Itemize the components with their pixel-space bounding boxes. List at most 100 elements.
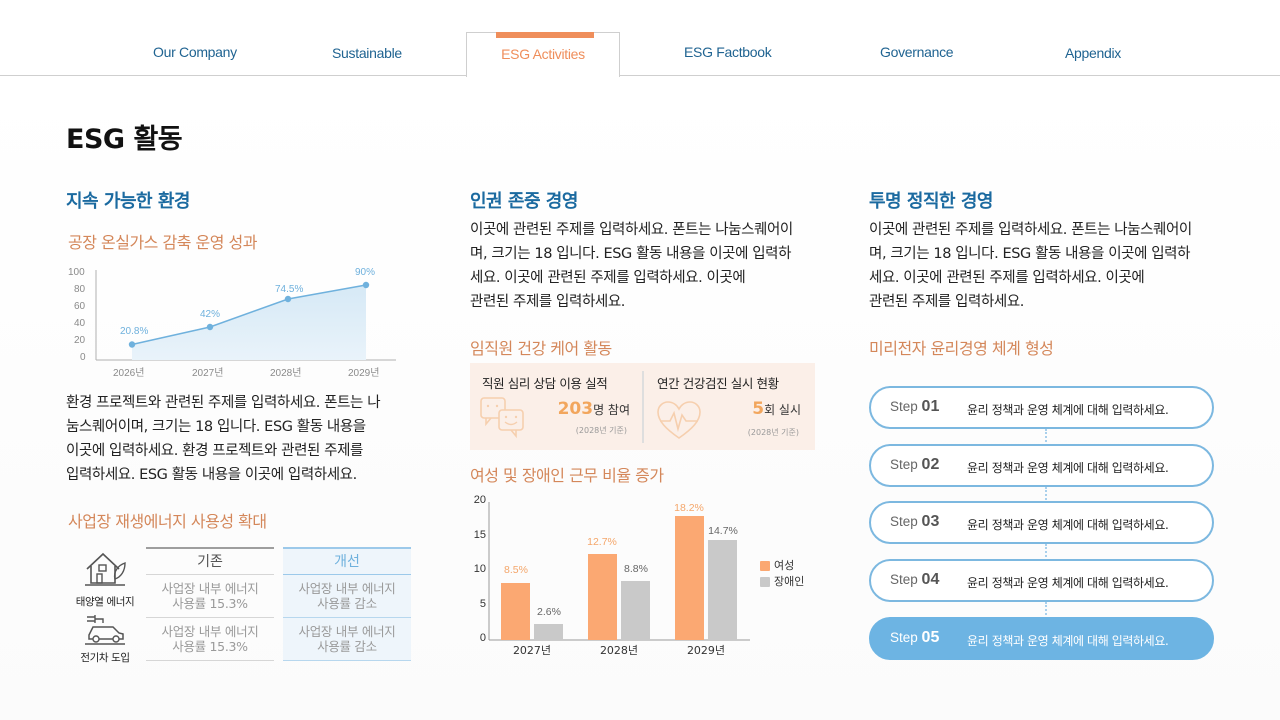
cell-line: 사용률 15.3% [172, 596, 248, 611]
tab-governance[interactable]: Governance [880, 44, 954, 60]
step-number: 05 [921, 629, 940, 646]
y-tick: 15 [473, 529, 486, 541]
legend-label: 여성 [774, 559, 795, 572]
data-label: 8.8% [624, 563, 648, 575]
improved-column: 개선 사업장 내부 에너지 사용률 감소 사업장 내부 에너지 사용률 감소 [283, 547, 411, 661]
y-tick: 5 [479, 598, 486, 610]
heart-pulse-icon [657, 401, 701, 439]
bar-disabled-2027 [534, 624, 563, 640]
table-cell: 사업장 내부 에너지 사용률 15.3% [146, 575, 274, 618]
step-connector [1045, 487, 1047, 500]
x-tick: 2028년 [599, 644, 639, 657]
active-tab-indicator [496, 32, 594, 38]
step-01[interactable]: Step 01 윤리 정책과 운영 체계에 대해 입력하세요. [869, 386, 1214, 429]
improved-header: 개선 [283, 547, 411, 575]
counseling-note: (2028년 기준) [575, 426, 627, 435]
counseling-title: 직원 심리 상담 이용 실적 [482, 376, 608, 391]
step-connector [1045, 429, 1047, 442]
cell-line: 사업장 내부 에너지 [298, 624, 396, 639]
ev-adoption-label: 전기차 도입 [80, 652, 130, 664]
step-text: 윤리 정책과 운영 체계에 대해 입력하세요. [967, 634, 1169, 648]
subtitle-women-disabled: 여성 및 장애인 근무 비율 증가 [470, 466, 664, 485]
section-title-human-rights: 인권 존중 경영 [470, 191, 578, 212]
solar-energy-label: 태양열 에너지 [75, 596, 135, 608]
step-04[interactable]: Step 04 윤리 정책과 운영 체계에 대해 입력하세요. [869, 559, 1214, 602]
body-line: 입력하세요. ESG 활동 내용을 이곳에 입력하세요. [66, 467, 357, 483]
x-tick: 2026년 [113, 368, 145, 379]
human-rights-body-text: 이곳에 관련된 주제를 입력하세요. 폰트는 나눔스퀘어이 며, 크기는 18 … [470, 218, 820, 314]
section-title-transparency: 투명 정직한 경영 [869, 191, 993, 212]
y-tick: 60 [74, 301, 86, 312]
step-label: Step 05 [890, 629, 939, 647]
step-03[interactable]: Step 03 윤리 정책과 운영 체계에 대해 입력하세요. [869, 501, 1214, 544]
legend-swatch [760, 561, 770, 571]
step-02[interactable]: Step 02 윤리 정책과 운영 체계에 대해 입력하세요. [869, 444, 1214, 487]
step-text: 윤리 정책과 운영 체계에 대해 입력하세요. [967, 461, 1169, 475]
tab-esg-factbook[interactable]: ESG Factbook [684, 44, 772, 60]
cell-line: 사용률 감소 [317, 639, 377, 654]
tab-esg-activities[interactable]: ESG Activities [466, 32, 620, 77]
house-leaf-icon [85, 552, 126, 586]
line-chart-svg [95, 270, 396, 361]
y-tick: 0 [479, 632, 486, 644]
legend-label: 장애인 [774, 575, 805, 588]
step-05[interactable]: Step 05 윤리 정책과 운영 체계에 대해 입력하세요. [869, 617, 1214, 660]
tab-sustainable[interactable]: Sustainable [332, 45, 402, 61]
y-tick: 40 [74, 318, 86, 329]
step-number: 03 [921, 513, 940, 530]
workforce-bar-chart: 20 15 10 5 0 8.5% 2.6% 12.7% 8.8% 18.2% … [470, 490, 820, 660]
checkup-number: 5 [752, 399, 765, 419]
table-cell: 사업장 내부 에너지 사용률 15.3% [146, 618, 274, 661]
step-label: Step 03 [890, 513, 939, 531]
subtitle-ethics-system: 미리전자 윤리경영 체계 형성 [869, 339, 1054, 358]
body-line: 이곳에 관련된 주제를 입력하세요. 폰트는 나눔스퀘어이 [869, 222, 1192, 238]
subtitle-ghg-reduction: 공장 온실가스 감축 운영 성과 [68, 233, 257, 252]
ghg-line-chart: 100 80 60 40 20 0 20.8% 42% 74.5% 90% 20… [66, 262, 396, 382]
health-divider [642, 371, 644, 443]
step-prefix: Step [890, 514, 918, 529]
step-connector [1045, 544, 1047, 557]
body-line: 이곳에 입력하세요. 환경 프로젝트와 관련된 주제를 [66, 443, 363, 459]
bar-disabled-2028 [621, 581, 650, 640]
data-label: 74.5% [275, 284, 304, 295]
y-tick: 20 [473, 494, 486, 506]
counseling-stat: 직원 심리 상담 이용 실적 203명 참여 (2028년 기준) [470, 363, 642, 450]
step-prefix: Step [890, 399, 918, 414]
checkup-value: 5회 실시 [752, 399, 801, 419]
body-line: 관련된 주제를 입력하세요. [869, 294, 1024, 310]
top-navigation: Our Company Sustainable ESG Activities E… [0, 0, 1280, 77]
body-line: 이곳에 관련된 주제를 입력하세요. 폰트는 나눔스퀘어이 [470, 222, 793, 238]
legend-disabled: 장애인 [760, 573, 804, 589]
cell-line: 사업장 내부 에너지 [161, 624, 259, 639]
chat-faces-icon [480, 397, 524, 439]
y-tick: 100 [68, 267, 85, 278]
step-number: 02 [921, 456, 940, 473]
step-connector [1045, 602, 1047, 615]
counseling-unit: 명 참여 [593, 403, 630, 417]
counseling-number: 203 [557, 399, 594, 419]
body-line: 환경 프로젝트와 관련된 주제를 입력하세요. 폰트는 나 [66, 395, 381, 411]
bar-disabled-2029 [708, 540, 737, 640]
transparency-body-text: 이곳에 관련된 주제를 입력하세요. 폰트는 나눔스퀘어이 며, 크기는 18 … [869, 218, 1219, 314]
step-label: Step 01 [890, 398, 939, 416]
checkup-title: 연간 건강검진 실시 현황 [657, 376, 779, 391]
step-text: 윤리 정책과 운영 체계에 대해 입력하세요. [967, 518, 1169, 532]
page-title: ESG 활동 [66, 124, 183, 155]
section-title-environment: 지속 가능한 환경 [66, 191, 190, 212]
data-label: 18.2% [674, 502, 704, 514]
bar-women-2027 [501, 583, 530, 640]
tab-appendix[interactable]: Appendix [1065, 45, 1121, 61]
data-label: 14.7% [708, 525, 738, 537]
bar-women-2029 [675, 516, 704, 640]
x-tick: 2029년 [686, 644, 726, 657]
cell-line: 사용률 감소 [317, 596, 377, 611]
counseling-value: 203명 참여 [558, 399, 630, 419]
legend-women: 여성 [760, 557, 794, 573]
environment-body-text: 환경 프로젝트와 관련된 주제를 입력하세요. 폰트는 나 눔스퀘어이며, 크기… [66, 391, 411, 487]
tab-our-company[interactable]: Our Company [153, 44, 237, 60]
checkup-note: (2028년 기준) [747, 428, 799, 437]
cell-line: 사업장 내부 에너지 [298, 581, 396, 596]
renewable-energy-table: 태양열 에너지 전기차 도입 기존 사업장 내부 에너지 사용률 15.3% 사… [66, 545, 412, 665]
step-text: 윤리 정책과 운영 체계에 대해 입력하세요. [967, 403, 1169, 417]
body-line: 며, 크기는 18 입니다. ESG 활동 내용을 이곳에 입력하 [869, 246, 1191, 262]
